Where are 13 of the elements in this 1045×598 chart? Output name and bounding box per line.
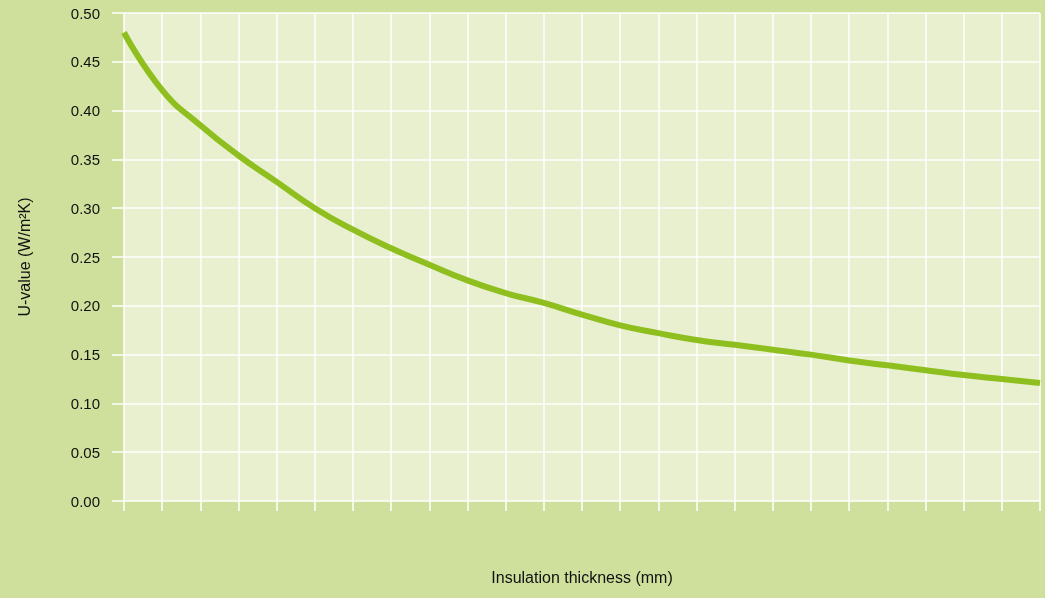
y-tick-label: 0.25 [70,248,100,266]
y-tick-label: 0.50 [70,4,100,22]
y-tick-label: 0.05 [70,443,100,461]
y-tick-label: 0.00 [70,492,100,510]
y-tick-label: 0.40 [70,102,100,120]
y-tick-label: 0.15 [70,346,100,364]
y-tick-label: 0.10 [70,394,100,412]
y-tick-label: 0.35 [70,150,100,168]
y-tick-label: 0.45 [70,53,100,71]
x-axis-title: Insulation thickness (mm) [491,568,673,586]
y-tick-label: 0.30 [70,199,100,217]
y-axis-title: U-value (W/m²K) [15,197,33,317]
y-tick-label: 0.20 [70,297,100,315]
